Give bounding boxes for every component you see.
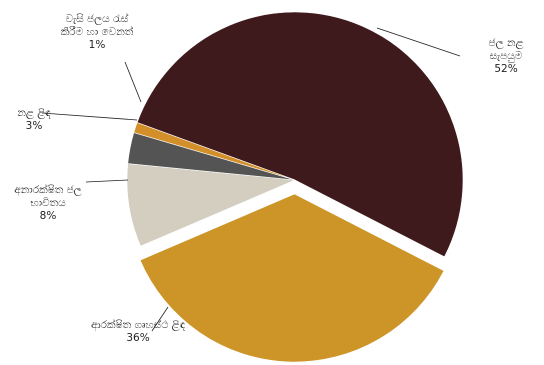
leader-line-4 xyxy=(41,112,138,121)
leader-line-5 xyxy=(124,61,142,103)
slice-label-2: ආරක්ෂිත ගෘහස්ථ ළිඳ 36% xyxy=(91,317,186,344)
slice-label-1: ජල නළ සැපයුම 52% xyxy=(489,37,525,75)
leader-line-2 xyxy=(151,306,169,332)
slice-label-3: අනාරක්ෂිත ජල භාවිතය 8% xyxy=(14,182,82,222)
slice-labels: ජල නළ සැපයුම 52% ආරක්ෂිත ගෘහස්ථ ළිඳ 36% අනාරක… xyxy=(14,11,524,344)
pie-slice-1 xyxy=(136,11,464,258)
pie-slice-2 xyxy=(139,193,445,363)
slice-label-4: නළ ළිඳ 3% xyxy=(17,107,51,132)
pie-slice-5 xyxy=(133,122,296,181)
leader-lines xyxy=(41,27,461,332)
leader-line-3 xyxy=(85,179,129,183)
slice-label-5: වැසි ජලය රැස් කිරීම හා වෙනත් 1% xyxy=(61,11,134,51)
pie-slices xyxy=(126,11,464,363)
leader-line-1 xyxy=(376,27,461,57)
